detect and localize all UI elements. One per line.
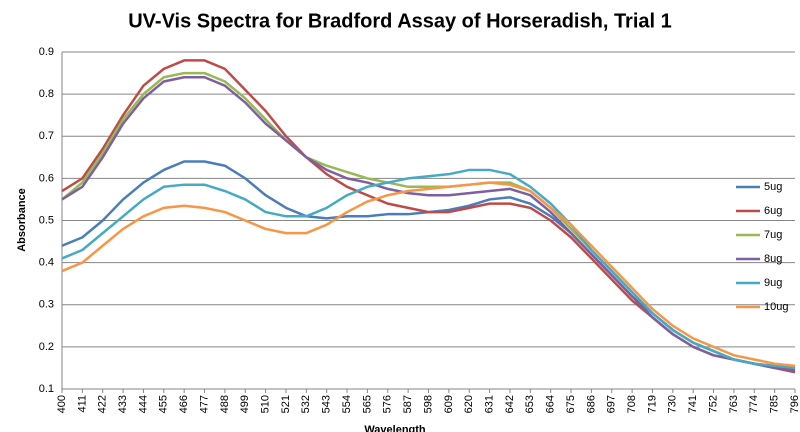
x-tick-label: 499 — [239, 395, 251, 413]
y-tick-label: 0.3 — [39, 299, 54, 311]
legend-label: 10ug — [764, 301, 788, 313]
x-tick-label: 697 — [606, 395, 618, 413]
data-line — [61, 168, 796, 370]
x-tick-label: 752 — [707, 395, 719, 413]
x-axis-title: Wavelength — [364, 424, 426, 432]
y-tick-label: 0.5 — [39, 214, 54, 226]
x-tick-label: 609 — [443, 395, 455, 413]
y-tick-label: 0.4 — [39, 257, 54, 269]
y-tick-label: 0.2 — [39, 341, 54, 353]
y-tick-label: 0.7 — [39, 130, 54, 142]
x-tick-label: 664 — [545, 395, 557, 413]
x-tick-label: 554 — [341, 395, 353, 413]
x-tick-label: 631 — [483, 395, 495, 413]
x-tick-label: 411 — [76, 395, 88, 413]
x-tick-label: 587 — [402, 395, 414, 413]
x-tick-label: 400 — [56, 395, 68, 413]
x-tick-label: 686 — [585, 395, 597, 413]
y-tick-label: 0.1 — [39, 383, 54, 395]
x-tick-label: 642 — [504, 395, 516, 413]
x-tick-label: 543 — [321, 395, 333, 413]
x-tick-label: 598 — [422, 395, 434, 413]
x-tick-label: 433 — [117, 395, 129, 413]
data-line — [61, 181, 796, 368]
legend-label: 9ug — [764, 277, 782, 289]
x-tick-label: 455 — [158, 395, 170, 413]
y-tick-label: 0.6 — [39, 172, 54, 184]
y-tick-label: 0.9 — [39, 46, 54, 58]
x-tick-label: 620 — [463, 395, 475, 413]
x-tick-label: 576 — [382, 395, 394, 413]
legend-label: 8ug — [764, 253, 782, 265]
x-tick-label: 741 — [687, 395, 699, 413]
chart-title: UV-Vis Spectra for Bradford Assay of Hor… — [128, 10, 672, 32]
x-tick-label: 774 — [748, 395, 760, 413]
x-tick-label: 532 — [300, 395, 312, 413]
x-tick-label: 796 — [789, 395, 800, 413]
x-tick-label: 565 — [361, 395, 373, 413]
x-tick-label: 510 — [260, 395, 272, 413]
x-tick-label: 785 — [769, 395, 781, 413]
data-line — [61, 76, 796, 372]
x-tick-label: 763 — [728, 395, 740, 413]
x-tick-label: 719 — [646, 395, 658, 413]
x-tick-label: 477 — [198, 395, 210, 413]
x-tick-label: 708 — [626, 395, 638, 413]
legend-label: 7ug — [764, 229, 782, 241]
x-tick-label: 730 — [667, 395, 679, 413]
y-axis-title: Absorbance — [16, 188, 28, 252]
x-tick-label: 521 — [280, 395, 292, 413]
x-tick-label: 675 — [565, 395, 577, 413]
x-tick-label: 488 — [219, 395, 231, 413]
x-tick-label: 466 — [178, 395, 190, 413]
x-tick-label: 653 — [524, 395, 536, 413]
x-tick-label: 422 — [97, 395, 109, 413]
x-tick-label: 444 — [137, 395, 149, 413]
legend-label: 5ug — [764, 181, 782, 193]
data-line — [61, 59, 796, 374]
y-tick-label: 0.8 — [39, 88, 54, 100]
legend-label: 6ug — [764, 205, 782, 217]
